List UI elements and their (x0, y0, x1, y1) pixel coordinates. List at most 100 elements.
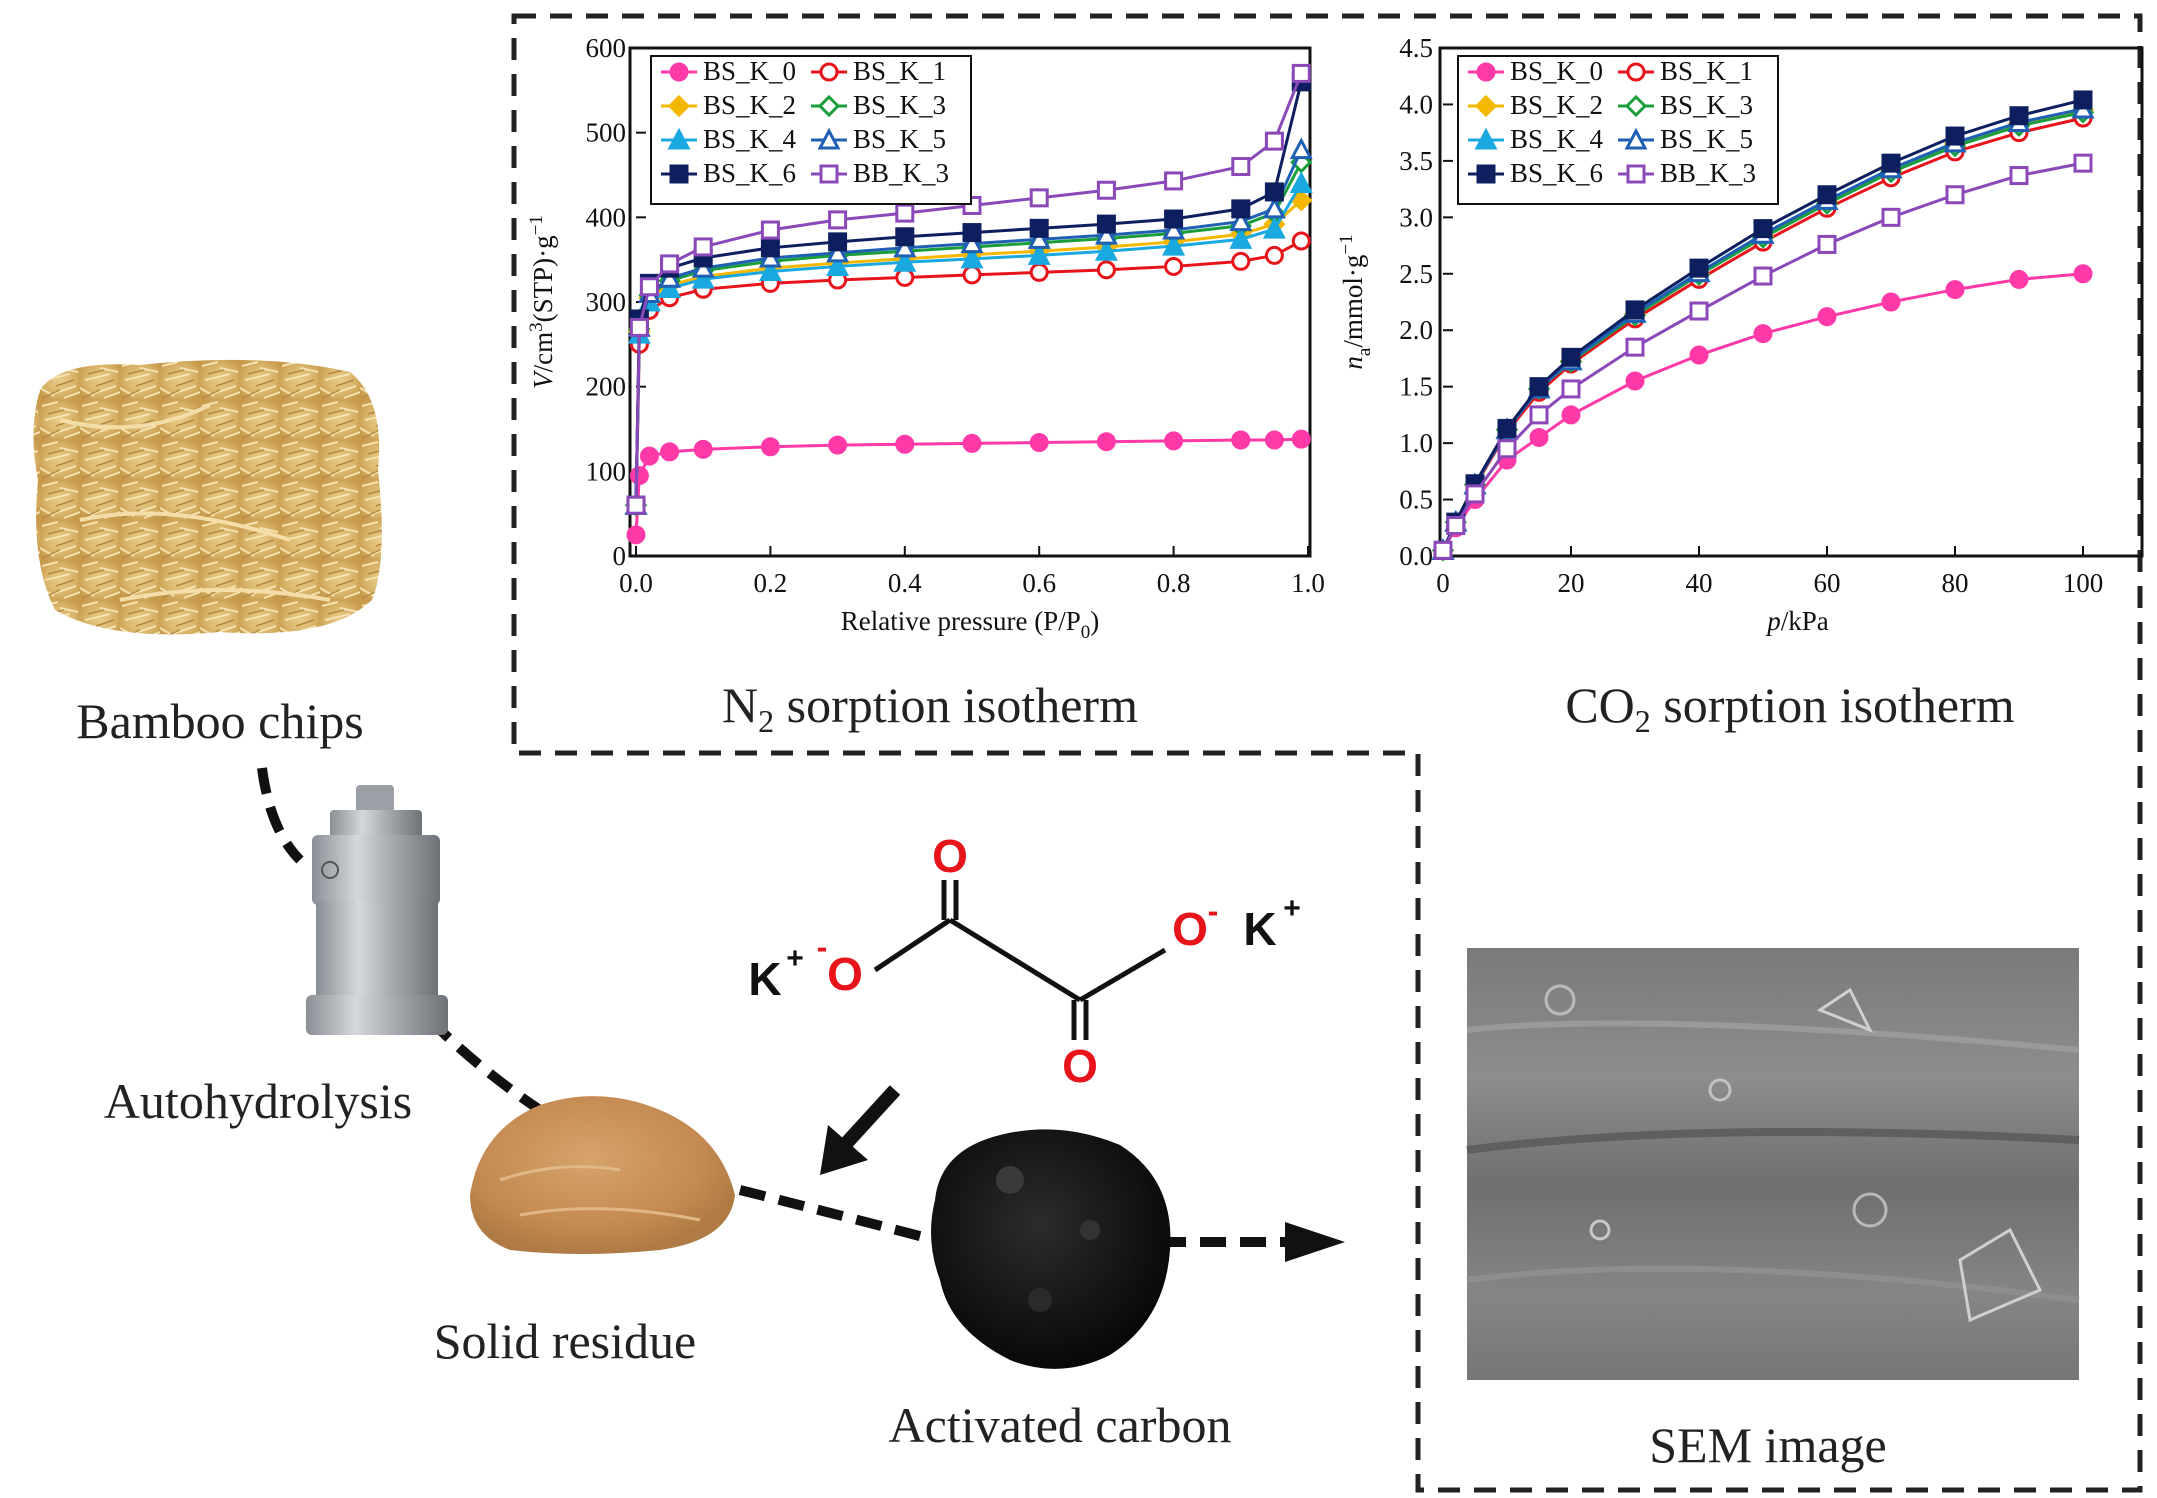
data-point-BB_K_3 (1625, 337, 1645, 357)
x-tick-label: 0 (1436, 568, 1450, 598)
data-point-BS_K_0 (660, 442, 680, 462)
legend-label-BS_K_0: BS_K_0 (703, 56, 796, 86)
data-point-BS_K_6 (760, 238, 780, 258)
legend-marker-BB_K_3 (819, 164, 839, 184)
legend-box (650, 55, 972, 205)
data-point-BS_K_6 (1231, 199, 1251, 219)
data-point-BS_K_0 (1096, 432, 1116, 452)
data-point-BS_K_1 (1291, 231, 1311, 251)
data-point-BS_K_1 (1029, 262, 1049, 282)
data-point-BS_K_1 (1264, 245, 1284, 265)
data-point-BB_K_3 (1096, 180, 1116, 200)
data-point-BS_K_4 (826, 254, 850, 276)
data-point-BS_K_6 (1817, 185, 1837, 205)
n2-x-axis-close: ) (1090, 606, 1099, 636)
data-point-BB_K_3 (760, 220, 780, 240)
data-point-BS_K_0 (639, 446, 659, 466)
data-point-BS_K_0 (1689, 345, 1709, 365)
data-point-BB_K_3 (693, 237, 713, 257)
legend-marker-BS_K_5 (817, 127, 841, 150)
data-point-BS_K_1 (1164, 256, 1184, 276)
data-point-BB_K_3 (1753, 266, 1773, 286)
x-tick-label: 40 (1686, 568, 1713, 598)
data-point-BB_K_3 (1291, 63, 1311, 83)
x-tick-label: 0.2 (754, 568, 788, 598)
data-point-BB_K_3 (895, 203, 915, 223)
data-point-BS_K_0 (2009, 269, 2029, 289)
data-point-BB_K_3 (1465, 484, 1485, 504)
legend-marker-BS_K_0 (1476, 62, 1496, 82)
connector-residue-to-carbon (738, 1185, 937, 1245)
data-point-BS_K_5 (1094, 222, 1118, 245)
potassium-left: K (748, 953, 781, 1005)
data-point-BS_K_5 (826, 240, 850, 263)
data-point-BB_K_3 (1433, 540, 1453, 560)
data-point-BB_K_3 (1164, 171, 1184, 191)
data-point-BS_K_6 (1753, 219, 1773, 239)
x-tick-label: 0.4 (888, 568, 922, 598)
data-point-BB_K_3 (2009, 166, 2029, 186)
n2-x-axis-label-text: Relative pressure (P/P (841, 606, 1081, 636)
data-point-BS_K_6 (1264, 182, 1284, 202)
legend-label-BS_K_5: BS_K_5 (853, 124, 946, 154)
data-point-BS_K_5 (1289, 137, 1313, 160)
sem-image-label: SEM image (1649, 1417, 1886, 1473)
solid-residue-image (470, 1096, 735, 1254)
data-point-BS_K_6 (1945, 126, 1965, 146)
co2-plot-frame (1438, 46, 2144, 558)
data-point-BS_K_4 (960, 246, 984, 269)
legend-label-BS_K_3: BS_K_3 (853, 90, 946, 120)
potassium-right: K (1243, 903, 1276, 955)
data-point-BS_K_0 (1029, 433, 1049, 453)
data-point-BS_K_5 (1262, 196, 1286, 219)
data-point-BS_K_0 (828, 435, 848, 455)
data-point-BS_K_5 (758, 245, 782, 268)
y-tick-label: 100 (586, 456, 627, 486)
data-point-BS_K_4 (691, 266, 715, 289)
data-point-BS_K_5 (960, 231, 984, 254)
data-point-BS_K_6 (2073, 90, 2093, 110)
x-tick-label: 0.0 (619, 568, 653, 598)
legend-label-BS_K_4: BS_K_4 (703, 124, 797, 154)
data-point-BS_K_6 (2009, 106, 2029, 126)
legend-marker-BS_K_6 (669, 164, 689, 184)
legend-marker-BS_K_4 (667, 127, 691, 150)
y-tick-label: 200 (586, 372, 627, 402)
charge-left: - (817, 929, 828, 965)
data-point-BS_K_0 (962, 433, 982, 453)
data-point-BS_K_0 (693, 439, 713, 459)
legend-label-BS_K_1: BS_K_1 (853, 56, 946, 86)
legend-marker-BS_K_2 (667, 94, 691, 118)
data-point-BB_K_3 (1529, 405, 1549, 425)
arrow-head-to-sem (1285, 1222, 1345, 1262)
arrow-oxalate-to-carbon (836, 1085, 901, 1153)
legend-marker-BS_K_1 (819, 62, 839, 82)
data-point-BS_K_5 (658, 266, 682, 288)
data-point-BB_K_3 (1817, 234, 1837, 254)
data-point-BB_K_3 (1561, 379, 1581, 399)
data-point-BB_K_3 (1264, 131, 1284, 151)
data-point-BS_K_4 (1262, 216, 1286, 239)
potassium-right-charge: + (1283, 892, 1301, 925)
n2-caption: N2 sorption isotherm (722, 677, 1138, 739)
autohydrolysis-label: Autohydrolysis (104, 1073, 412, 1129)
data-point-BS_K_0 (2073, 264, 2093, 284)
data-point-BB_K_3 (1689, 301, 1709, 321)
legend-marker-BS_K_3 (817, 94, 841, 118)
data-point-BS_K_6 (962, 223, 982, 243)
data-point-BB_K_3 (1446, 516, 1466, 536)
data-point-BS_K_4 (1229, 227, 1253, 249)
data-point-BS_K_6 (828, 232, 848, 252)
data-point-BS_K_6 (1881, 153, 1901, 173)
data-point-BS_K_6 (1625, 300, 1645, 320)
data-point-BB_K_3 (629, 317, 649, 337)
data-point-BS_K_5 (691, 255, 715, 278)
data-point-BS_K_4 (893, 250, 917, 272)
data-point-BS_K_0 (1231, 430, 1251, 450)
n2-isotherm-chart: 0.0 0.2 0.4 0.6 0.8 1.0 0 100 200 300 400 500 600 BS… (526, 33, 1325, 643)
data-point-BS_K_6 (1689, 258, 1709, 278)
legend-label-BS_K_5: BS_K_5 (1660, 124, 1753, 154)
legend-label-BS_K_2: BS_K_2 (703, 90, 796, 120)
legend-marker-BS_K_5 (1624, 127, 1648, 150)
sem-image (1466, 948, 2080, 1380)
